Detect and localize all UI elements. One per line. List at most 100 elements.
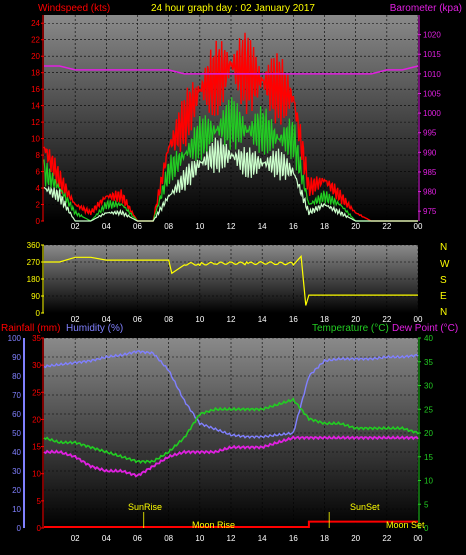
humidity-y-tick-label: 0 <box>17 524 22 533</box>
temp-y-tick-label: 15 <box>424 453 433 462</box>
humidity-y-tick-label: 40 <box>12 448 21 457</box>
x-tick-label: 14 <box>258 315 267 324</box>
compass-labels: N W S E N <box>440 242 450 318</box>
humidity-line <box>43 350 419 439</box>
x-tick-label: 02 <box>71 222 80 231</box>
x-tick-label: 02 <box>71 315 80 324</box>
wind-y-tick-label: 16 <box>31 85 40 94</box>
compass-n-top: N <box>440 242 447 253</box>
x-tick-label: 14 <box>258 222 267 231</box>
baro-y-tick-label: 1020 <box>423 31 441 40</box>
humidity-label: Humidity (%) <box>66 323 123 334</box>
x-tick-label: 02 <box>71 534 80 543</box>
temp-y-tick-label: 40 <box>424 334 433 343</box>
humidity-y-tick-label: 80 <box>12 372 21 381</box>
rain-y-tick-label: 25 <box>32 388 41 397</box>
temp-y-tick-label: 20 <box>424 429 433 438</box>
barometer-line <box>44 65 419 75</box>
x-tick-label: 18 <box>320 222 329 231</box>
x-tick-label: 04 <box>102 222 111 231</box>
x-tick-label: 22 <box>382 534 391 543</box>
direction-y-tick-label: 270 <box>27 258 41 267</box>
x-tick-label: 20 <box>351 222 360 231</box>
baro-y-tick-label: 1010 <box>423 70 441 79</box>
compass-e: E <box>440 291 447 302</box>
humidity-y-tick-label: 100 <box>8 334 22 343</box>
rain-y-tick-label: 5 <box>37 497 42 506</box>
chart-marks <box>43 32 419 528</box>
barometer-title: Barometer (kpa) <box>390 3 462 14</box>
x-tick-label: 00 <box>414 222 423 231</box>
direction-y-tick-label: 90 <box>31 292 40 301</box>
temp-y-tick-label: 30 <box>424 382 433 391</box>
compass-n-bottom: N <box>440 307 447 318</box>
wind-y-tick-label: 4 <box>36 184 41 193</box>
humidity-y-tick-label: 70 <box>12 391 21 400</box>
x-tick-label: 00 <box>414 315 423 324</box>
x-tick-label: 04 <box>102 315 111 324</box>
direction-y-tick-label: 360 <box>27 241 41 250</box>
wind-y-tick-label: 22 <box>31 36 40 45</box>
x-tick-label: 12 <box>227 315 236 324</box>
x-tick-label: 20 <box>351 534 360 543</box>
rain-y-tick-label: 30 <box>32 361 41 370</box>
humidity-y-tick-label: 30 <box>12 467 21 476</box>
wind-title: Windspeed (kts) <box>38 3 110 14</box>
baro-y-tick-label: 995 <box>423 129 437 138</box>
temp-y-tick-label: 0 <box>424 524 429 533</box>
baro-y-tick-label: 975 <box>423 207 437 216</box>
wind-y-tick-label: 18 <box>31 69 40 78</box>
x-tick-label: 10 <box>195 315 204 324</box>
baro-y-tick-label: 985 <box>423 168 437 177</box>
x-tick-label: 04 <box>102 534 111 543</box>
dewpoint-label: Dew Point (°C) <box>392 323 458 334</box>
rain-y-tick-label: 35 <box>32 334 41 343</box>
x-tick-label: 16 <box>289 534 298 543</box>
wind-min-line <box>43 137 418 222</box>
wind-y-tick-label: 0 <box>36 217 41 226</box>
wind-y-tick-label: 24 <box>31 19 40 28</box>
x-tick-label: 10 <box>195 222 204 231</box>
wind-direction-line <box>44 254 418 306</box>
x-tick-label: 06 <box>133 222 142 231</box>
x-tick-label: 10 <box>195 534 204 543</box>
wind-y-tick-label: 2 <box>36 201 41 210</box>
rain-y-tick-label: 0 <box>37 524 42 533</box>
temp-y-tick-label: 5 <box>424 500 429 509</box>
wind-y-tick-label: 6 <box>36 168 41 177</box>
x-tick-label: 06 <box>133 534 142 543</box>
x-tick-label: 12 <box>227 222 236 231</box>
x-tick-label: 06 <box>133 315 142 324</box>
baro-y-tick-label: 1015 <box>423 50 441 59</box>
x-tick-label: 16 <box>289 315 298 324</box>
x-tick-label: 00 <box>414 534 423 543</box>
x-tick-label: 08 <box>164 534 173 543</box>
wind-y-tick-label: 20 <box>31 52 40 61</box>
humidity-y-tick-label: 90 <box>12 353 21 362</box>
rainfall-label: Rainfall (mm) <box>1 323 60 334</box>
sunrise-annotation: SunRise <box>128 502 162 512</box>
wind-y-tick-label: 8 <box>36 151 41 160</box>
temperature-line <box>43 397 419 464</box>
x-tick-label: 12 <box>227 534 236 543</box>
grid-lines <box>44 15 419 529</box>
temperature-label: Temperature (°C) <box>312 323 389 334</box>
wind-y-tick-label: 10 <box>31 135 40 144</box>
direction-y-tick-label: 0 <box>36 309 41 318</box>
temp-y-tick-label: 35 <box>424 358 433 367</box>
moonset-annotation: Moon Set <box>386 520 425 530</box>
humidity-y-tick-label: 50 <box>12 429 21 438</box>
x-tick-label: 22 <box>382 315 391 324</box>
rain-y-tick-label: 15 <box>32 443 41 452</box>
graph-title: 24 hour graph day : 02 January 2017 <box>151 3 315 14</box>
compass-w: W <box>440 259 450 270</box>
rain-y-tick-label: 10 <box>32 470 41 479</box>
humidity-y-tick-label: 10 <box>12 505 21 514</box>
direction-y-tick-label: 180 <box>27 275 41 284</box>
temp-y-tick-label: 25 <box>424 405 433 414</box>
baro-y-tick-label: 1005 <box>423 89 441 98</box>
x-tick-label: 20 <box>351 315 360 324</box>
moonrise-annotation: Moon Rise <box>192 520 235 530</box>
